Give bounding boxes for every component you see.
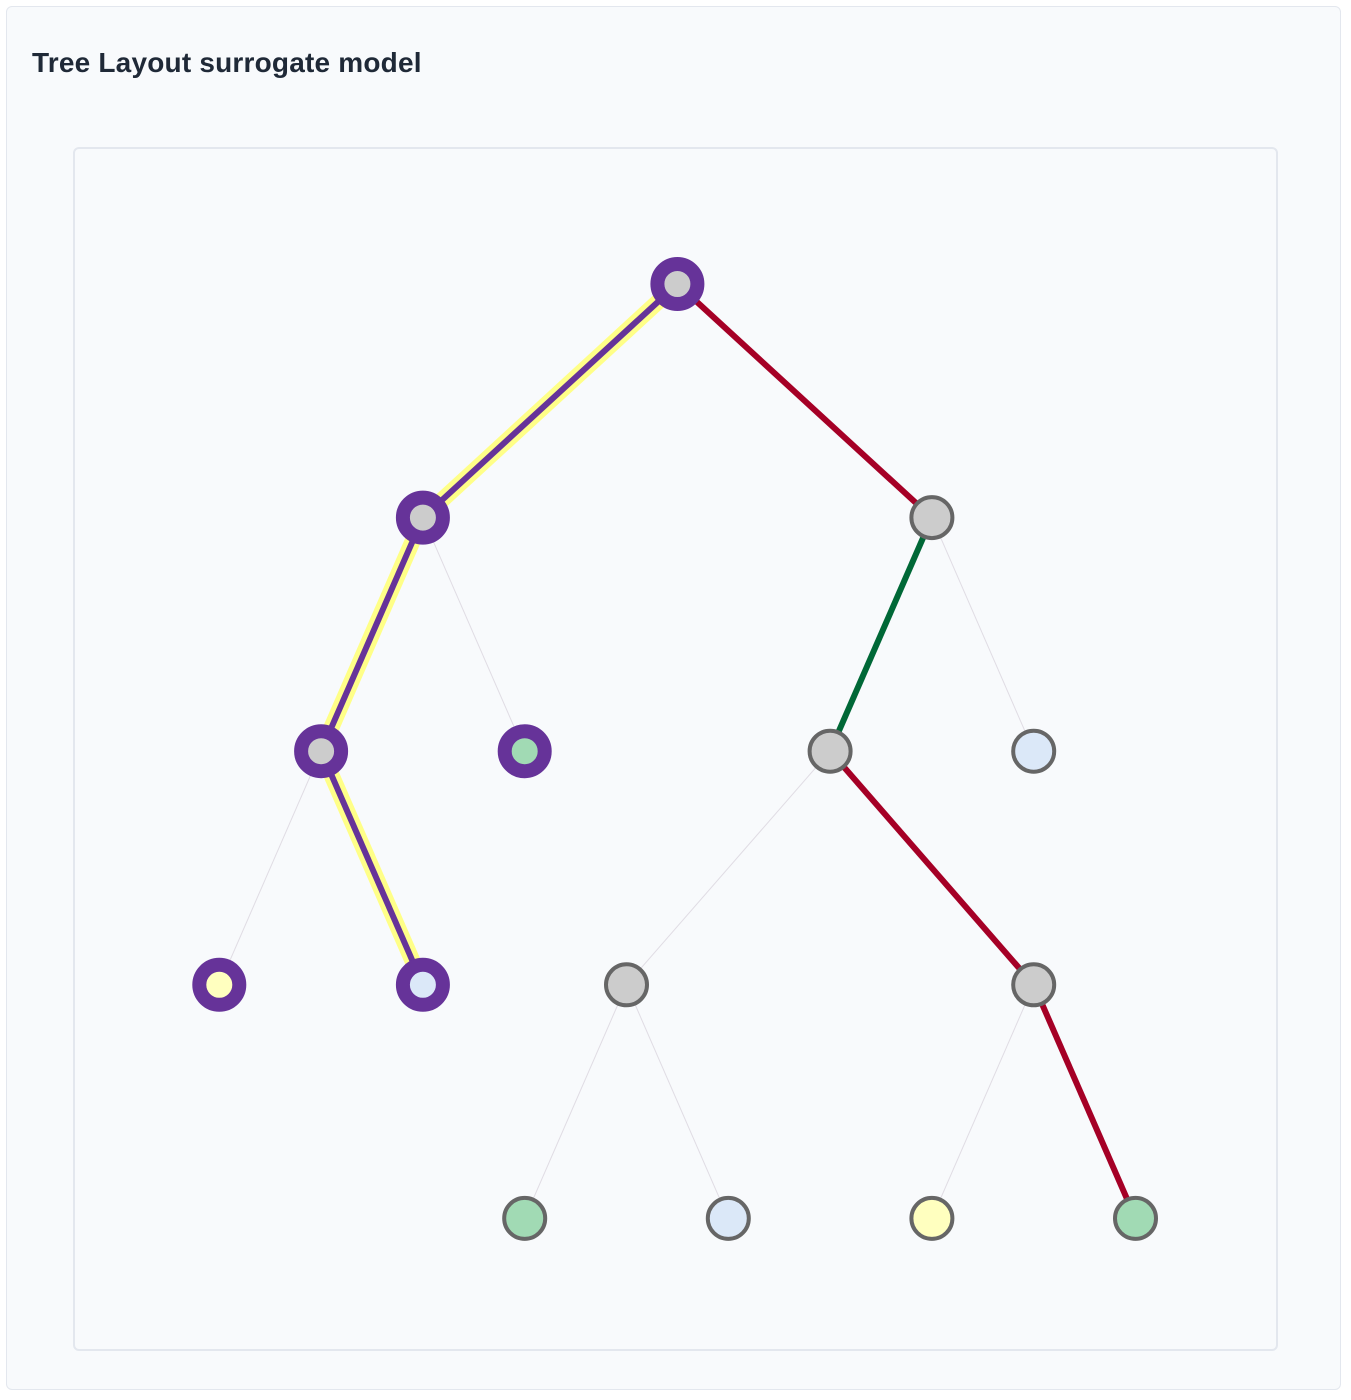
page-title: Tree Layout surrogate model	[32, 47, 422, 78]
tree-plot-frame	[73, 147, 1278, 1351]
tree-card: Tree Layout surrogate model	[6, 6, 1341, 1390]
